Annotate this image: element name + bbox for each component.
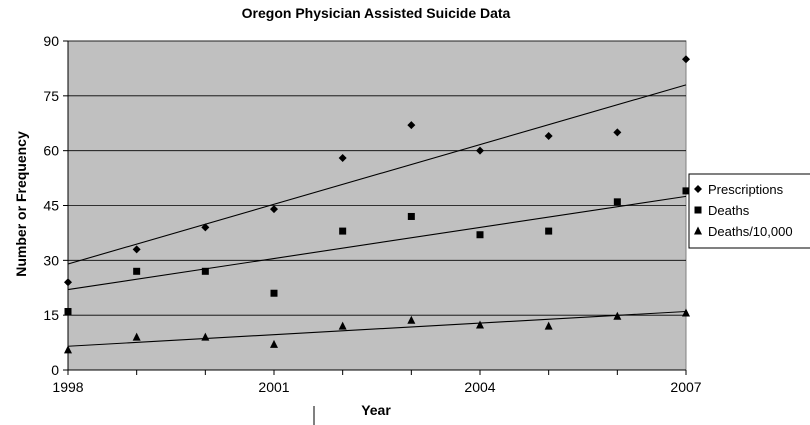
x-tick-label: 2001 xyxy=(258,379,289,395)
data-point xyxy=(682,187,690,195)
data-point xyxy=(613,198,621,206)
data-point xyxy=(201,223,210,232)
legend: Prescriptions Deaths Deaths/10,000 xyxy=(688,173,810,249)
data-point xyxy=(476,231,484,239)
legend-marker xyxy=(694,185,702,193)
data-point xyxy=(270,205,278,214)
y-tick-label: 0 xyxy=(51,362,59,378)
data-point xyxy=(545,227,553,235)
x-tick-label: 1998 xyxy=(52,379,83,395)
y-tick-label: 90 xyxy=(43,33,59,49)
y-tick-label: 15 xyxy=(43,307,59,323)
x-tick-label: 2007 xyxy=(670,379,701,395)
x-axis: 1998 2001 2004 2007 xyxy=(52,369,702,395)
data-point xyxy=(201,267,209,275)
data-point xyxy=(132,332,141,341)
data-point xyxy=(544,321,553,330)
legend-marker xyxy=(694,226,702,235)
data-point xyxy=(338,321,347,330)
trendlines xyxy=(67,84,687,347)
data-point xyxy=(613,311,622,320)
data-point xyxy=(682,308,690,317)
y-tick-label: 75 xyxy=(43,88,59,104)
data-point xyxy=(270,339,278,348)
data-point xyxy=(133,267,141,275)
y-tick-label: 60 xyxy=(43,143,59,159)
data-point xyxy=(270,289,278,297)
gridlines xyxy=(68,40,686,316)
data-point xyxy=(407,121,416,130)
legend-entry: Deaths xyxy=(708,203,750,218)
y-axis: 0 15 30 45 60 75 90 xyxy=(43,33,69,378)
data-point xyxy=(64,278,72,287)
legend-entry: Deaths/10,000 xyxy=(708,224,793,239)
legend-entry: Prescriptions xyxy=(708,182,784,197)
data-point xyxy=(682,55,690,64)
data-point xyxy=(132,245,141,254)
data-point xyxy=(338,153,347,162)
data-point xyxy=(476,146,484,155)
data-point xyxy=(339,227,347,235)
x-tick-label: 2004 xyxy=(464,379,495,395)
y-tick-label: 45 xyxy=(43,198,59,214)
legend-marker xyxy=(694,206,702,214)
data-point xyxy=(64,308,72,316)
data-point xyxy=(407,212,415,220)
trendline xyxy=(67,195,687,291)
data-point xyxy=(613,128,622,137)
trendline xyxy=(67,84,687,265)
data-points xyxy=(64,55,690,354)
chart-title: Oregon Physician Assisted Suicide Data xyxy=(242,5,511,21)
data-point xyxy=(476,320,484,329)
x-axis-label: Year xyxy=(361,402,391,418)
legend-box xyxy=(688,173,810,249)
data-point xyxy=(407,315,416,324)
trendline xyxy=(67,310,687,347)
y-tick-label: 30 xyxy=(43,252,59,268)
data-point xyxy=(201,332,210,341)
data-point xyxy=(64,345,72,354)
data-point xyxy=(544,132,553,141)
y-axis-label: Number or Frequency xyxy=(13,131,29,277)
